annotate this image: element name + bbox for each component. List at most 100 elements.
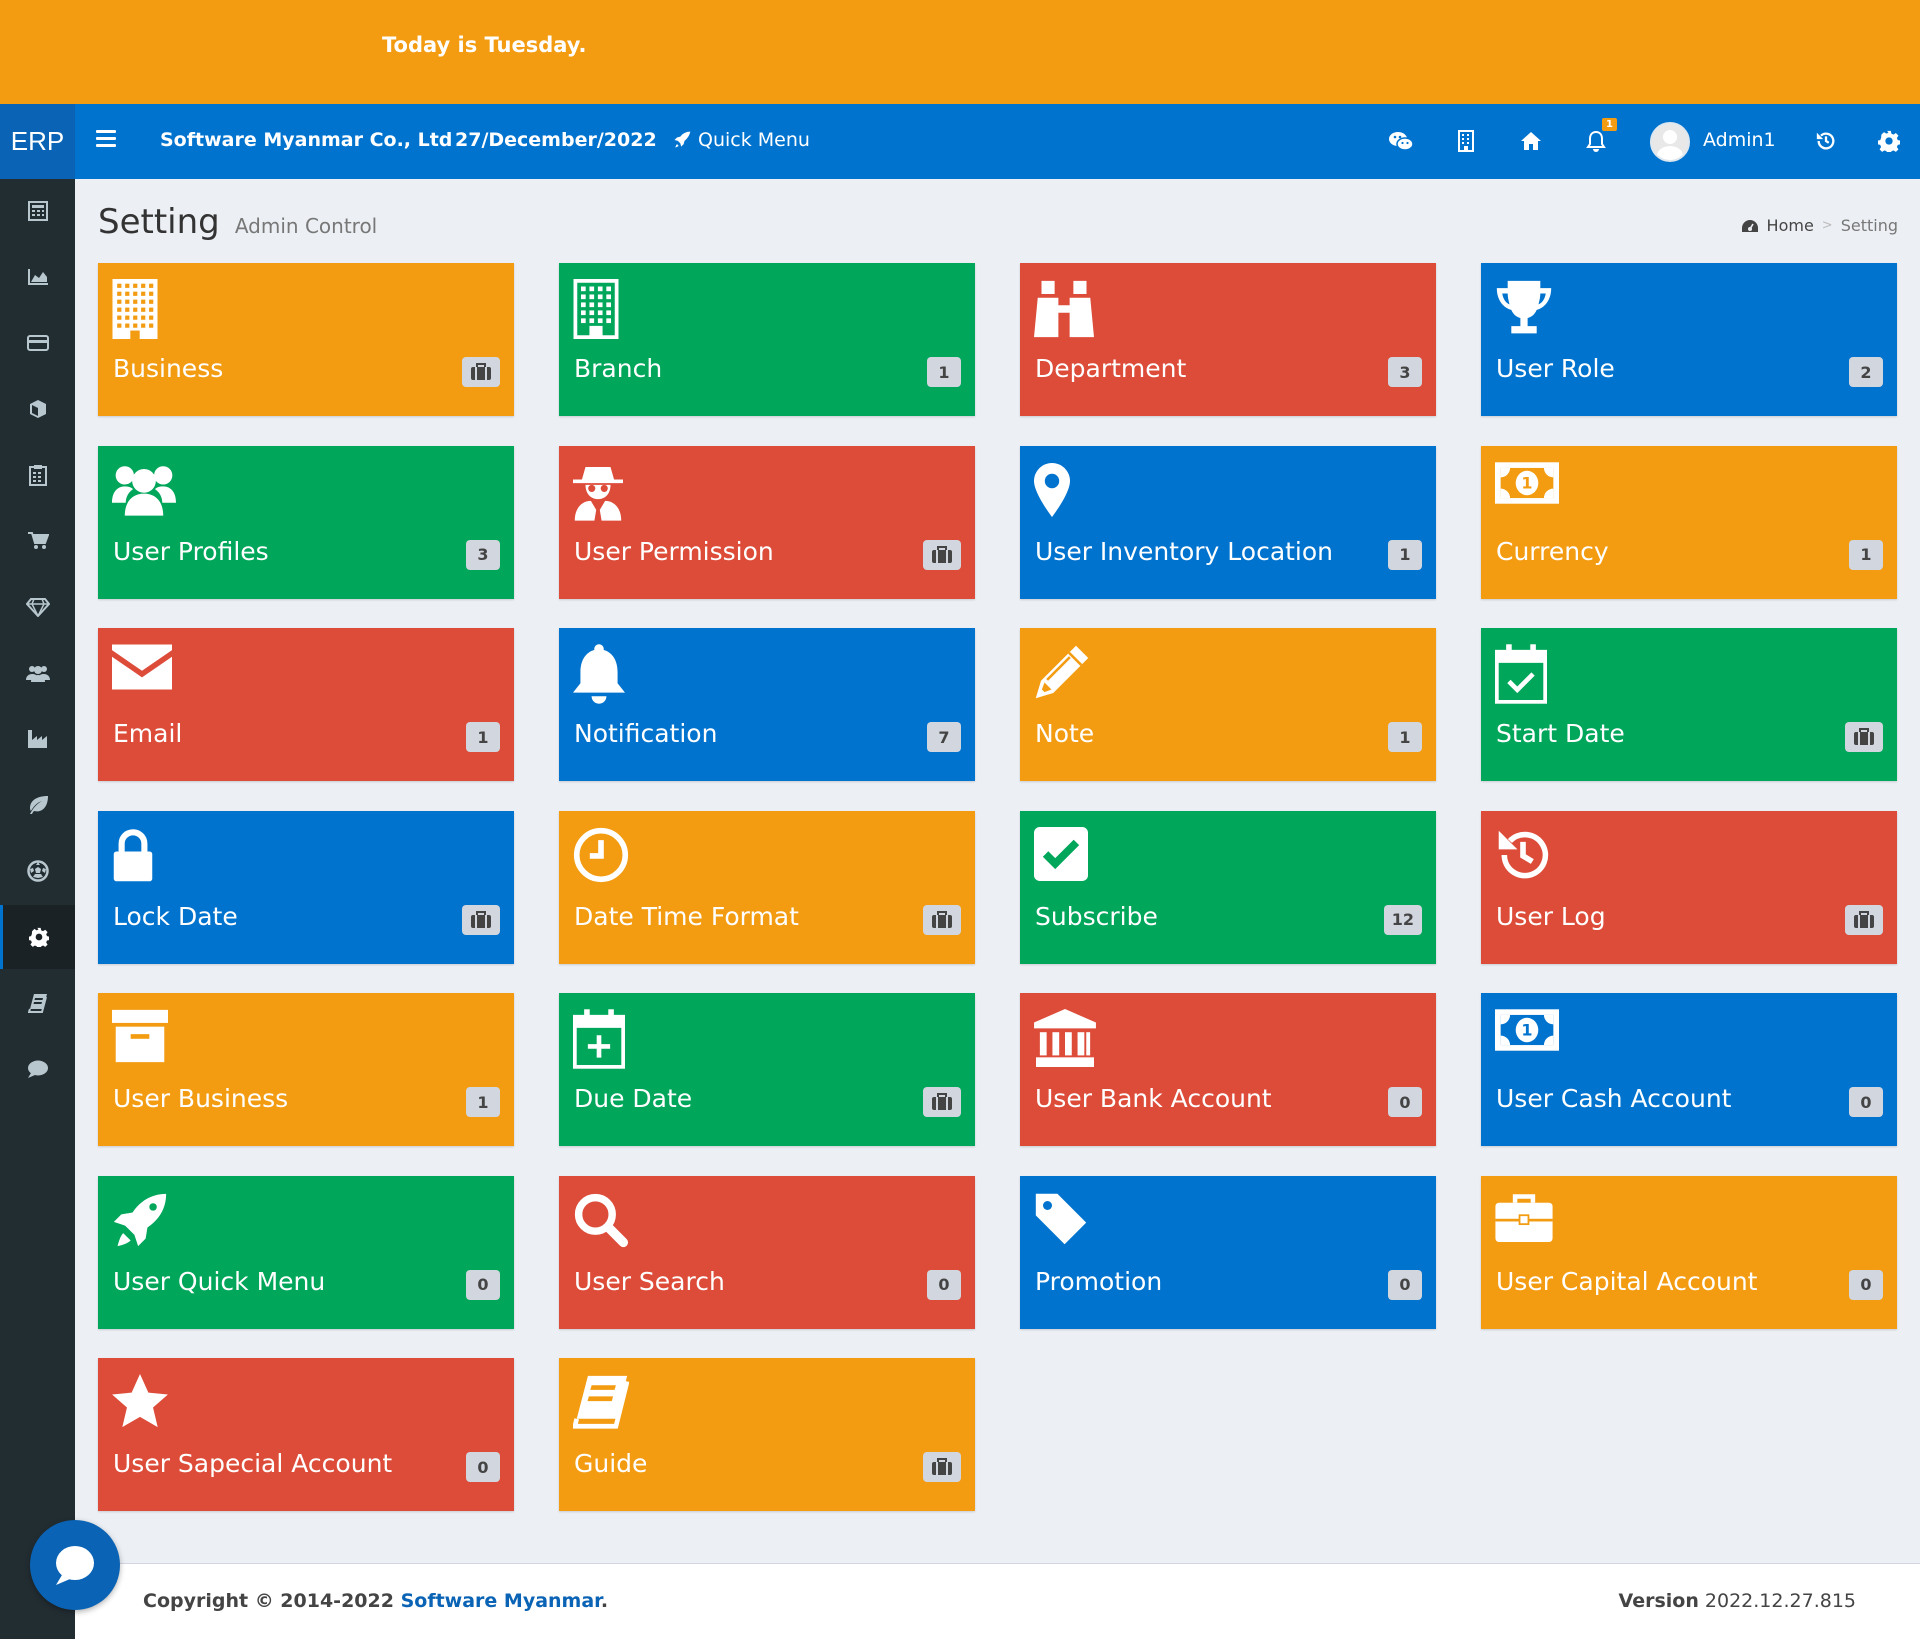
tile-label: Promotion	[1035, 1266, 1163, 1296]
check-square-icon	[1034, 826, 1094, 887]
tile-count-badge: 1	[927, 357, 961, 387]
tile-count-badge: 12	[1383, 904, 1422, 935]
money-icon: 1	[1495, 1009, 1559, 1069]
tile-label: Due Date	[574, 1084, 693, 1113]
tile-count-badge: 0	[927, 1269, 961, 1300]
app-logo[interactable]: ERP	[0, 104, 75, 179]
setting-tile-currency[interactable]: 1 Currency 1	[1481, 445, 1897, 599]
setting-tile-subscribe[interactable]: Subscribe 12	[1020, 810, 1436, 964]
version-label: Version	[1618, 1590, 1699, 1612]
history-icon[interactable]	[1811, 126, 1841, 156]
sidebar-item-soccer[interactable]	[0, 839, 75, 903]
bell-icon[interactable]	[1581, 126, 1611, 156]
sidebar-item-setting[interactable]	[0, 905, 75, 969]
setting-tile-guide[interactable]: Guide	[559, 1358, 975, 1511]
briefcase-icon	[462, 904, 500, 935]
setting-tile-user-permission[interactable]: User Permission	[559, 445, 975, 599]
sidebar-item-comment[interactable]	[0, 1037, 75, 1101]
cart-icon	[27, 532, 49, 549]
clock-icon	[573, 827, 633, 887]
briefcase-icon	[923, 904, 961, 935]
setting-tile-due-date[interactable]: Due Date	[559, 993, 975, 1146]
setting-tile-user-cash-account[interactable]: 1 User Cash Account 0	[1481, 993, 1897, 1146]
top-navbar: ERP Software Myanmar Co., Ltd 27/Decembe…	[0, 104, 1920, 179]
breadcrumb-separator: >	[1821, 218, 1833, 233]
briefcase-icon	[923, 1452, 961, 1482]
sidebar-item-cube[interactable]	[0, 377, 75, 441]
announcement-bar: Today is Tuesday.	[0, 0, 1920, 104]
setting-tile-user-capital-account[interactable]: User Capital Account 0	[1481, 1175, 1897, 1329]
sidebar-item-calculator[interactable]	[0, 179, 75, 243]
page-title: Setting	[98, 202, 220, 242]
sidebar-item-diamond[interactable]	[0, 575, 75, 639]
money-icon: 1	[1495, 461, 1559, 522]
sidebar-item-leaf[interactable]	[0, 773, 75, 837]
trophy-icon	[1495, 279, 1555, 339]
setting-tile-user-sapecial-account[interactable]: User Sapecial Account 0	[98, 1358, 514, 1511]
content-header: Setting Admin Control	[98, 202, 377, 242]
setting-tile-user-quick-menu[interactable]: User Quick Menu 0	[98, 1175, 514, 1329]
tile-count-badge: 1	[1388, 539, 1422, 570]
user-secret-icon	[573, 462, 633, 522]
bank-icon	[1034, 1009, 1096, 1069]
sidebar-item-chart[interactable]	[0, 245, 75, 309]
tile-label: Currency	[1496, 536, 1609, 566]
bars-icon-line	[96, 144, 116, 147]
envelope-icon	[112, 644, 172, 704]
setting-tile-user-inventory-location[interactable]: User Inventory Location 1	[1020, 445, 1436, 599]
setting-tile-email[interactable]: Email 1	[98, 628, 514, 781]
live-chat-button[interactable]	[30, 1520, 120, 1610]
book-icon	[571, 1374, 633, 1434]
tile-count-badge: 0	[1388, 1087, 1422, 1117]
tile-label: Notification	[574, 719, 718, 748]
building-icon[interactable]	[1451, 126, 1481, 156]
gear-icon[interactable]	[1874, 126, 1904, 156]
setting-tile-user-role[interactable]: User Role 2	[1481, 263, 1897, 416]
setting-tile-user-log[interactable]: User Log	[1481, 810, 1897, 964]
sidebar-item-industry[interactable]	[0, 707, 75, 771]
sidebar-toggle-button[interactable]	[96, 130, 116, 152]
setting-tile-branch[interactable]: Branch 1	[559, 263, 975, 416]
rocket-icon	[112, 1192, 172, 1252]
username[interactable]: Admin1	[1703, 129, 1776, 151]
setting-tile-lock-date[interactable]: Lock Date	[98, 810, 514, 964]
calculator-icon	[27, 201, 48, 221]
current-date: 27/December/2022	[455, 129, 657, 151]
sidebar-item-cart[interactable]	[0, 509, 75, 573]
setting-tile-business[interactable]: Business	[98, 263, 514, 416]
briefcase-icon	[462, 357, 500, 387]
tile-label: Email	[113, 719, 183, 748]
setting-tile-date-time-format[interactable]: Date Time Format	[559, 810, 975, 964]
sidebar-item-book[interactable]	[0, 971, 75, 1035]
history-icon	[1495, 827, 1555, 887]
setting-tile-department[interactable]: Department 3	[1020, 263, 1436, 416]
setting-tile-start-date[interactable]: Start Date	[1481, 628, 1897, 781]
users-icon	[25, 666, 50, 682]
setting-tile-user-business[interactable]: User Business 1	[98, 993, 514, 1146]
calendar-plus-icon	[573, 1009, 633, 1069]
setting-tile-user-bank-account[interactable]: User Bank Account 0	[1020, 993, 1436, 1146]
home-icon[interactable]	[1516, 126, 1546, 156]
setting-tile-promotion[interactable]: Promotion 0	[1020, 1175, 1436, 1329]
calendar-check-icon	[1495, 644, 1555, 704]
briefcase-icon	[923, 539, 961, 570]
tile-label: Subscribe	[1035, 901, 1158, 931]
quick-menu-button[interactable]: Quick Menu	[672, 129, 810, 151]
tile-label: User Permission	[574, 536, 774, 566]
breadcrumb-home-link[interactable]: Home	[1766, 216, 1814, 235]
tile-count-badge: 0	[1849, 1087, 1883, 1117]
cube-icon	[29, 400, 46, 418]
avatar[interactable]	[1650, 122, 1690, 162]
company-name[interactable]: Software Myanmar Co., Ltd	[160, 129, 453, 151]
tile-count-badge: 7	[927, 722, 961, 752]
wechat-icon[interactable]	[1386, 126, 1416, 156]
sidebar-item-clipboard[interactable]	[0, 443, 75, 507]
company-link[interactable]: Software Myanmar	[400, 1590, 601, 1612]
setting-tile-notification[interactable]: Notification 7	[559, 628, 975, 781]
setting-tile-user-profiles[interactable]: User Profiles 3	[98, 445, 514, 599]
sidebar-item-users[interactable]	[0, 641, 75, 705]
setting-tile-note[interactable]: Note 1	[1020, 628, 1436, 781]
setting-tile-user-search[interactable]: User Search 0	[559, 1175, 975, 1329]
tile-count-badge: 2	[1849, 357, 1883, 387]
sidebar-item-card[interactable]	[0, 311, 75, 375]
